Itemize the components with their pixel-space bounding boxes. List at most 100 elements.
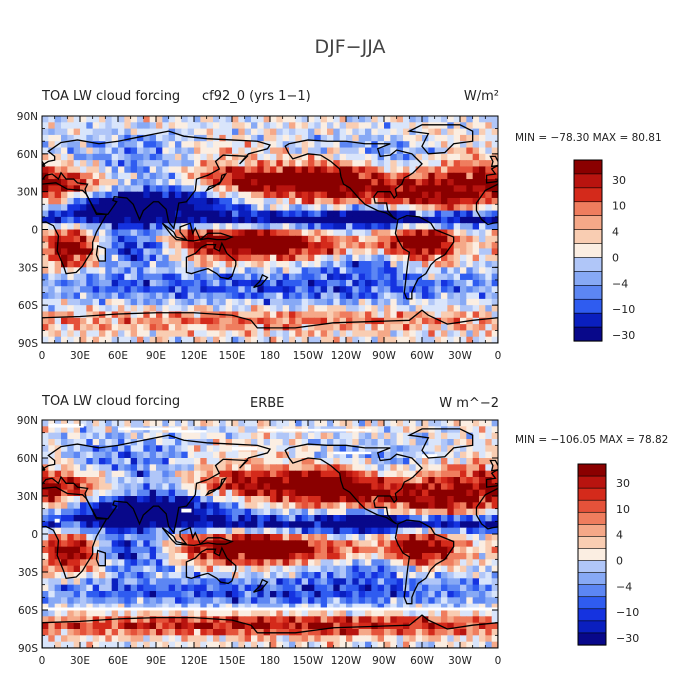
- field-cell: [105, 160, 113, 168]
- field-cell: [73, 235, 81, 243]
- field-cell: [308, 597, 315, 605]
- field-cell: [111, 451, 119, 459]
- field-cell: [149, 330, 157, 338]
- field-cell: [472, 521, 480, 529]
- field-cell: [415, 477, 423, 484]
- field-cell: [434, 572, 442, 579]
- field-cell: [73, 489, 81, 497]
- field-cell: [377, 248, 385, 256]
- field-cell: [339, 292, 347, 300]
- field-cell: [162, 298, 170, 306]
- field-cell: [485, 521, 493, 529]
- field-cell: [422, 279, 429, 287]
- field-cell: [390, 185, 398, 193]
- field-cell: [358, 420, 366, 427]
- field-cell: [118, 298, 125, 306]
- field-cell: [92, 147, 100, 155]
- field-cell: [491, 603, 498, 611]
- field-cell: [390, 235, 398, 243]
- field-cell: [327, 515, 334, 522]
- field-cell: [61, 534, 68, 541]
- field-cell: [111, 540, 119, 548]
- field-cell: [137, 584, 144, 592]
- field-cell: [441, 426, 448, 434]
- field-cell: [111, 565, 119, 573]
- field-cell: [415, 134, 423, 142]
- field-cell: [371, 584, 379, 592]
- field-cell: [42, 502, 49, 510]
- field-cell: [365, 267, 372, 275]
- field-cell: [371, 185, 379, 193]
- field-cell: [162, 197, 170, 205]
- field-cell: [276, 305, 284, 313]
- field-cell: [377, 166, 385, 174]
- field-cell: [80, 591, 87, 598]
- field-cell: [308, 122, 315, 130]
- field-cell: [396, 286, 404, 294]
- field-cell: [118, 229, 125, 237]
- field-cell: [175, 311, 182, 319]
- field-cell: [219, 591, 227, 598]
- field-cell: [225, 603, 233, 611]
- field-cell: [111, 191, 119, 199]
- field-cell: [333, 420, 341, 427]
- field-cell: [175, 286, 182, 294]
- field-cell: [200, 298, 208, 306]
- field-cell: [333, 216, 341, 224]
- field-cell: [333, 134, 341, 142]
- field-cell: [390, 147, 398, 155]
- field-cell: [314, 122, 322, 130]
- field-cell: [137, 489, 144, 497]
- field-cell: [276, 179, 284, 186]
- field-cell: [232, 147, 239, 155]
- field-cell: [181, 216, 189, 224]
- field-cell: [352, 317, 360, 325]
- field-cell: [194, 603, 201, 611]
- field-cell: [42, 248, 49, 256]
- field-cell: [384, 116, 391, 123]
- field-cell: [434, 179, 442, 186]
- field-cell: [181, 153, 189, 161]
- field-cell: [168, 508, 176, 516]
- field-cell: [479, 502, 486, 510]
- field-cell: [238, 553, 246, 560]
- field-cell: [333, 179, 341, 186]
- field-cell: [314, 153, 322, 161]
- field-cell: [263, 420, 271, 427]
- field-cell: [162, 584, 170, 592]
- field-cell: [346, 122, 353, 130]
- field-cell: [187, 235, 195, 243]
- south-america-coastline: [394, 214, 455, 300]
- field-cell: [415, 305, 423, 313]
- field-cell: [238, 298, 246, 306]
- field-cell: [225, 273, 233, 281]
- field-cell: [308, 166, 315, 174]
- field-cell: [162, 534, 170, 541]
- field-cell: [92, 122, 100, 130]
- field-cell: [434, 160, 442, 168]
- field-cell: [187, 305, 195, 313]
- field-cell: [384, 235, 391, 243]
- field-cell: [219, 502, 227, 510]
- field-cell: [409, 451, 417, 459]
- field-cell: [99, 204, 106, 212]
- field-cell: [194, 483, 201, 491]
- field-cell: [48, 242, 56, 250]
- field-cell: [92, 584, 100, 592]
- field-cell: [453, 591, 461, 598]
- field-cell: [409, 223, 417, 231]
- field-cell: [80, 116, 87, 123]
- field-cell: [194, 286, 201, 294]
- field-cell: [194, 546, 201, 554]
- field-cell: [168, 153, 176, 161]
- field-cell: [206, 254, 214, 262]
- field-cell: [491, 546, 498, 554]
- field-cell: [384, 534, 391, 541]
- field-cell: [453, 235, 461, 243]
- field-cell: [143, 273, 151, 281]
- field-cell: [396, 527, 404, 535]
- field-cell: [257, 572, 265, 579]
- field-cell: [232, 603, 239, 611]
- field-cell: [377, 261, 385, 268]
- field-cell: [143, 317, 151, 325]
